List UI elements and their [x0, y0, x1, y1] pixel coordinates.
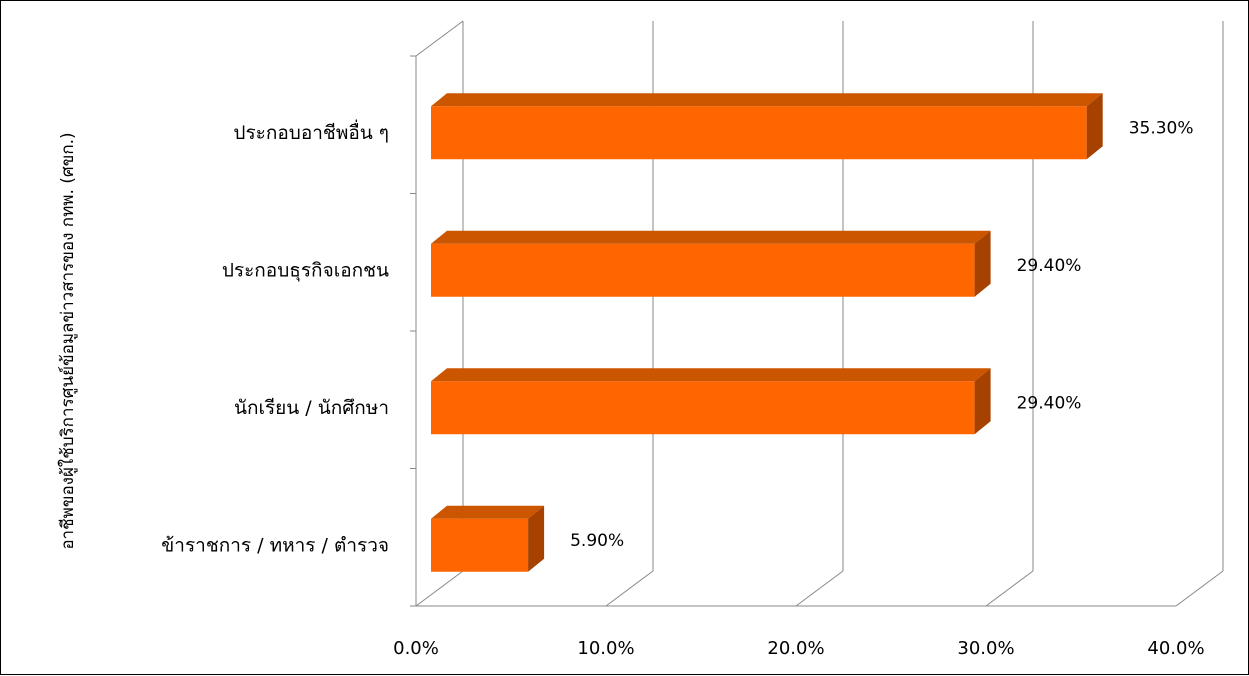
bar-top	[431, 368, 991, 382]
bar-front	[431, 243, 975, 297]
category-label: ประกอบธุรกิจเอกชน	[222, 259, 389, 282]
bar-top	[431, 230, 991, 244]
gridline-floor	[605, 570, 654, 607]
gridline-floor	[1175, 570, 1224, 607]
data-label: 29.40%	[1017, 256, 1082, 276]
wall-edge	[415, 20, 464, 57]
data-label: 5.90%	[570, 531, 624, 551]
x-tick-label: 10.0%	[577, 638, 634, 659]
x-tick-label: 20.0%	[767, 638, 824, 659]
gridline-floor	[415, 570, 464, 607]
bar-front	[431, 518, 529, 572]
labels-layer: 0.0% 10.0% 20.0% 30.0% 40.0% 5.90% ข้าราชการ /…	[161, 118, 1204, 659]
bar-front	[431, 106, 1087, 160]
gridline-floor	[795, 570, 844, 607]
gridline-floor	[985, 570, 1034, 607]
y-axis-title: อาชีพของผู้ใช้บริการศูนย์ข้อมูลข่าวสารขอ…	[57, 132, 78, 549]
bar-top	[431, 505, 545, 519]
bar-side	[1086, 93, 1103, 160]
x-tick-label: 40.0%	[1147, 638, 1204, 659]
bar-front	[431, 381, 975, 435]
x-tick-label: 0.0%	[393, 638, 439, 659]
bar-side	[974, 368, 991, 435]
bars-layer	[431, 93, 1103, 572]
category-label: นักเรียน / นักศึกษา	[234, 397, 389, 419]
bar-side	[974, 230, 991, 297]
x-tick-label: 30.0%	[957, 638, 1014, 659]
data-label: 29.40%	[1017, 393, 1082, 413]
category-label: ประกอบอาชีพอื่น ๆ	[233, 119, 389, 144]
category-label: ข้าราชการ / ทหาร / ตำรวจ	[161, 534, 389, 556]
bar-side	[528, 505, 545, 572]
bar-top	[431, 93, 1103, 107]
data-label: 35.30%	[1129, 118, 1194, 138]
